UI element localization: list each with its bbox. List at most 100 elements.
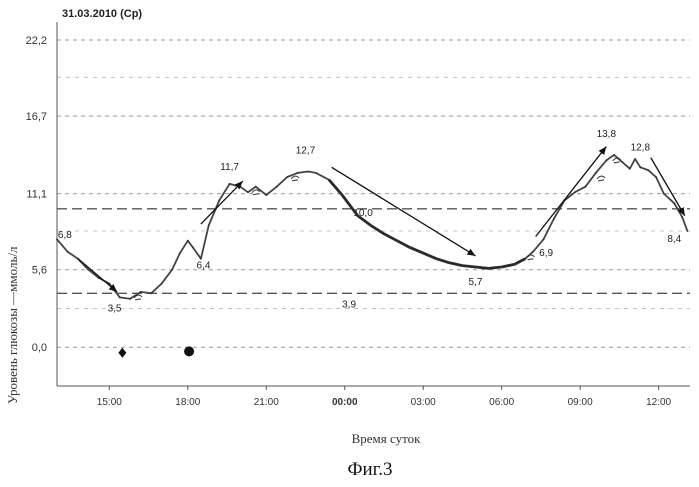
data-point	[448, 262, 450, 264]
data-point	[663, 193, 665, 195]
data-point	[229, 183, 231, 185]
trend-arrow	[536, 147, 607, 237]
annotations: 6,83,56,411,712,710,05,76,913,812,88,4	[58, 129, 682, 314]
event-marker-circle	[184, 346, 194, 356]
data-label: 12,8	[631, 143, 651, 154]
data-point	[315, 172, 317, 174]
data-point	[276, 186, 278, 188]
glucose-line-night	[329, 180, 525, 269]
data-point	[673, 202, 675, 204]
y-axis-title: Уровень глюкозы —ммоль/л	[5, 246, 20, 404]
data-point	[396, 240, 398, 242]
data-point	[605, 160, 607, 162]
event-markers	[118, 346, 194, 357]
data-point	[475, 266, 477, 268]
y-tick-labels: 22,2 16,7 11,1 5,6 0,0	[26, 35, 47, 354]
data-point	[140, 291, 142, 293]
data-point	[87, 269, 89, 271]
data-label: 10,0	[353, 208, 373, 219]
trend-arrow	[651, 158, 685, 216]
data-point	[514, 263, 516, 265]
data-point	[584, 186, 586, 188]
x-tick-label: 06:00	[489, 397, 514, 408]
data-point	[639, 166, 641, 168]
data-point	[634, 158, 636, 160]
data-point	[488, 267, 490, 269]
data-point	[383, 233, 385, 235]
sensor-mark	[597, 176, 605, 181]
data-point	[171, 269, 173, 271]
data-point	[67, 251, 69, 253]
trend-arrow	[201, 181, 243, 224]
data-point	[192, 247, 194, 249]
data-point	[161, 283, 163, 285]
data-point	[200, 258, 202, 260]
data-label: 12,7	[296, 145, 316, 156]
data-point	[543, 238, 545, 240]
data-label: 13,8	[597, 129, 617, 140]
data-point	[524, 258, 526, 260]
y-tick-label: 11,1	[26, 189, 47, 201]
data-point	[409, 247, 411, 249]
data-point	[150, 292, 152, 294]
data-point	[328, 179, 330, 181]
x-tick-label: 18:00	[175, 397, 200, 408]
series-layer	[56, 154, 688, 300]
x-tick-label: 12:00	[646, 397, 671, 408]
x-tick-label: 09:00	[568, 397, 593, 408]
data-point	[462, 265, 464, 267]
data-point	[553, 218, 555, 220]
x-tick-label: 00:00	[332, 397, 358, 408]
reference-line-label: 3,9	[342, 299, 356, 310]
x-tick-label: 15:00	[97, 397, 122, 408]
data-point	[621, 161, 623, 163]
trend-arrow-head	[467, 249, 476, 256]
x-axis-title: Время суток	[352, 431, 422, 446]
sensor-mark	[291, 176, 299, 181]
data-label: 3,5	[108, 303, 122, 314]
data-point	[655, 176, 657, 178]
data-label: 6,4	[197, 260, 211, 271]
data-point	[613, 154, 615, 156]
trend-arrow-head	[599, 147, 607, 155]
data-point	[629, 168, 631, 170]
data-point	[179, 252, 181, 254]
data-point	[119, 297, 121, 299]
x-tick-label: 03:00	[411, 397, 436, 408]
data-point	[341, 194, 343, 196]
data-point	[532, 251, 534, 253]
data-point	[129, 298, 131, 300]
y-tick-label: 22,2	[26, 35, 47, 47]
figure-caption: Фиг.3	[347, 459, 392, 480]
reference-lines: 3,9	[57, 209, 690, 310]
event-marker-diamond	[118, 348, 126, 358]
data-point	[286, 176, 288, 178]
axes	[57, 22, 690, 386]
data-point	[247, 191, 249, 193]
data-point	[686, 230, 688, 232]
data-point	[647, 169, 649, 171]
data-label: 6,8	[58, 230, 72, 241]
x-tick-label: 21:00	[254, 397, 279, 408]
data-point	[208, 225, 210, 227]
data-point	[297, 172, 299, 174]
data-point	[255, 186, 257, 188]
data-point	[265, 194, 267, 196]
y-tick-label: 0,0	[32, 342, 47, 354]
data-point	[218, 200, 220, 202]
data-point	[501, 266, 503, 268]
data-label: 5,7	[469, 277, 483, 288]
y-tick-label: 5,6	[32, 265, 47, 277]
x-tick-labels: 15:00 18:00 21:00 00:00 03:00 06:00 09:00 12:00	[97, 386, 672, 408]
data-point	[595, 172, 597, 174]
data-point	[574, 191, 576, 193]
y-tick-label: 16,7	[26, 111, 47, 123]
data-label: 11,7	[220, 162, 239, 173]
data-point	[187, 240, 189, 242]
data-point	[307, 171, 309, 173]
data-label: 6,9	[539, 248, 553, 259]
data-point	[681, 216, 683, 218]
data-point	[422, 252, 424, 254]
chart-title: 31.03.2010 (Ср)	[62, 8, 142, 20]
